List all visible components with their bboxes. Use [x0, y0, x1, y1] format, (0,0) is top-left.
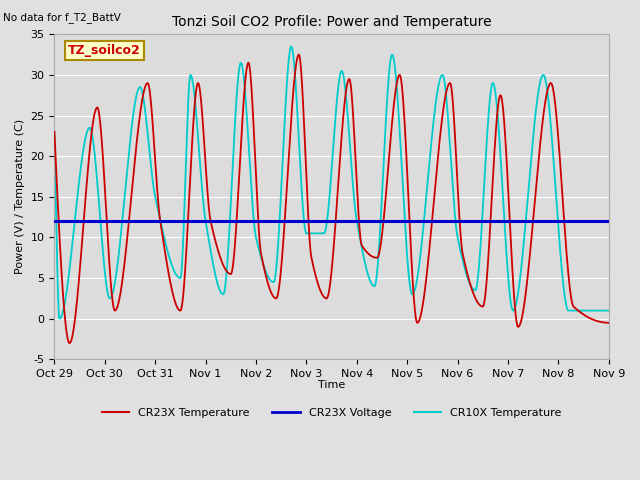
- Text: No data for f_T2_BattV: No data for f_T2_BattV: [3, 12, 121, 23]
- Y-axis label: Power (V) / Temperature (C): Power (V) / Temperature (C): [15, 119, 25, 275]
- Text: TZ_soilco2: TZ_soilco2: [68, 44, 141, 57]
- X-axis label: Time: Time: [318, 381, 345, 390]
- Legend: CR23X Temperature, CR23X Voltage, CR10X Temperature: CR23X Temperature, CR23X Voltage, CR10X …: [97, 403, 566, 422]
- Title: Tonzi Soil CO2 Profile: Power and Temperature: Tonzi Soil CO2 Profile: Power and Temper…: [172, 15, 492, 29]
